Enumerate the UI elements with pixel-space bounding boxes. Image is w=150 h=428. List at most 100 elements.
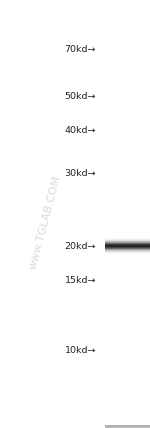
- Bar: [105, 426, 150, 428]
- Bar: [105, 425, 150, 427]
- Bar: [105, 426, 150, 428]
- Bar: [105, 425, 150, 427]
- Bar: [105, 425, 150, 427]
- Bar: [105, 425, 150, 427]
- Bar: [105, 425, 150, 427]
- Bar: [105, 425, 150, 427]
- Bar: [105, 426, 150, 427]
- Bar: [105, 427, 150, 428]
- Bar: [105, 426, 150, 428]
- Bar: [105, 426, 150, 428]
- Bar: [105, 425, 150, 427]
- Bar: [105, 425, 150, 427]
- Bar: [105, 426, 150, 427]
- Bar: [105, 425, 150, 427]
- Bar: [105, 425, 150, 427]
- Bar: [105, 426, 150, 428]
- Bar: [105, 426, 150, 428]
- Bar: [105, 425, 150, 427]
- Bar: [105, 425, 150, 427]
- Bar: [105, 426, 150, 428]
- Bar: [105, 426, 150, 427]
- Bar: [105, 426, 150, 427]
- Bar: [105, 425, 150, 427]
- Bar: [105, 425, 150, 427]
- Bar: [105, 426, 150, 427]
- Bar: [105, 426, 150, 428]
- Bar: [105, 426, 150, 428]
- Bar: [105, 426, 150, 428]
- Bar: [105, 425, 150, 427]
- Bar: [105, 425, 150, 427]
- Bar: [105, 426, 150, 428]
- Bar: [105, 426, 150, 428]
- Bar: [105, 425, 150, 427]
- Bar: [105, 426, 150, 427]
- Bar: [105, 426, 150, 428]
- Bar: [105, 426, 150, 428]
- Bar: [105, 425, 150, 427]
- Bar: [105, 426, 150, 428]
- Bar: [105, 426, 150, 428]
- Bar: [105, 426, 150, 427]
- Bar: [105, 426, 150, 428]
- Text: 15kd→: 15kd→: [64, 276, 96, 285]
- Bar: [105, 425, 150, 427]
- Bar: [105, 426, 150, 427]
- Bar: [105, 426, 150, 428]
- Bar: [105, 426, 150, 427]
- Bar: [105, 426, 150, 428]
- Bar: [105, 426, 150, 428]
- Bar: [105, 426, 150, 428]
- Bar: [105, 426, 150, 428]
- Bar: [105, 426, 150, 427]
- Bar: [105, 426, 150, 427]
- Bar: [105, 426, 150, 428]
- Bar: [105, 425, 150, 427]
- Bar: [105, 425, 150, 427]
- Bar: [105, 426, 150, 428]
- Bar: [105, 425, 150, 427]
- Bar: [105, 426, 150, 427]
- Bar: [105, 425, 150, 427]
- Bar: [105, 425, 150, 427]
- Bar: [105, 426, 150, 428]
- Bar: [105, 425, 150, 427]
- Bar: [105, 426, 150, 427]
- Bar: [105, 425, 150, 427]
- Bar: [105, 425, 150, 427]
- Bar: [105, 425, 150, 427]
- Bar: [105, 425, 150, 427]
- Bar: [105, 426, 150, 428]
- Bar: [105, 426, 150, 428]
- Bar: [105, 426, 150, 428]
- Bar: [105, 426, 150, 427]
- Bar: [105, 425, 150, 427]
- Bar: [105, 426, 150, 427]
- Bar: [105, 426, 150, 428]
- Bar: [105, 426, 150, 428]
- Bar: [105, 427, 150, 428]
- Bar: [105, 425, 150, 427]
- Bar: [105, 426, 150, 428]
- Bar: [105, 425, 150, 427]
- Bar: [105, 426, 150, 428]
- Bar: [105, 426, 150, 428]
- Text: 40kd→: 40kd→: [64, 126, 96, 135]
- Bar: [105, 426, 150, 428]
- Bar: [105, 425, 150, 427]
- Bar: [105, 426, 150, 428]
- Bar: [105, 425, 150, 427]
- Bar: [105, 425, 150, 427]
- Bar: [105, 426, 150, 427]
- Bar: [105, 426, 150, 427]
- Bar: [105, 426, 150, 427]
- Bar: [105, 425, 150, 427]
- Bar: [105, 425, 150, 427]
- Bar: [105, 426, 150, 428]
- Bar: [105, 426, 150, 427]
- Bar: [105, 426, 150, 428]
- Bar: [105, 426, 150, 428]
- Bar: [105, 426, 150, 428]
- Bar: [105, 426, 150, 427]
